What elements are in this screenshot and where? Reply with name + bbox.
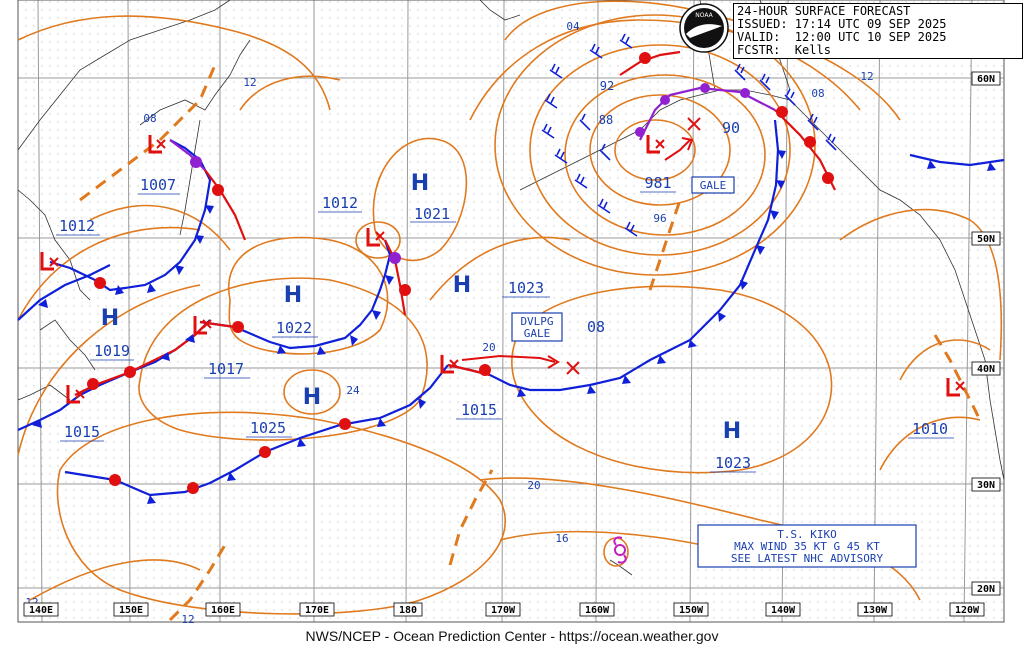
svg-text:130W: 130W bbox=[863, 605, 888, 616]
warm-front-pips bbox=[87, 52, 834, 494]
svg-text:160W: 160W bbox=[585, 605, 610, 616]
developing-gale-box: DVLPG GALE bbox=[511, 312, 563, 342]
low-centers bbox=[40, 117, 965, 404]
forecast-header: 24-HOUR SURFACE FORECAST ISSUED: 17:14 U… bbox=[733, 3, 1023, 59]
latitude-labels: 60N 50N 40N 30N 20N bbox=[971, 71, 1001, 596]
longitude-labels: 140E 150E 160E 170E 180 170W 160W 150W 1… bbox=[23, 602, 985, 617]
svg-text:60N: 60N bbox=[977, 74, 995, 85]
cold-front-pips bbox=[32, 150, 996, 504]
svg-text:SEE LATEST NHC ADVISORY: SEE LATEST NHC ADVISORY bbox=[731, 552, 884, 565]
header-title: 24-HOUR SURFACE FORECAST bbox=[737, 4, 911, 18]
isobar-label: 20 bbox=[527, 479, 540, 492]
pressure-value: 1017 bbox=[208, 360, 244, 378]
high-letter: H bbox=[303, 385, 321, 410]
isobar-label: 12 bbox=[860, 70, 873, 83]
isobar-label: 12 bbox=[243, 76, 256, 89]
svg-text:40N: 40N bbox=[977, 364, 995, 375]
svg-text:170W: 170W bbox=[491, 605, 516, 616]
header-forecaster: FCSTR: Kells bbox=[737, 43, 831, 57]
isobar-labels: 04 12 08 92 88 90 96 12 08 20 08 20 16 1… bbox=[25, 20, 873, 626]
isobar-label: 12 bbox=[181, 613, 194, 626]
kiko-advisory-box: T.S. KIKO MAX WIND 35 KT G 45 KT SEE LAT… bbox=[697, 524, 917, 568]
pressure-values: 1021 1022 1019 1023 1023 24 1007 1012 10… bbox=[59, 174, 948, 472]
high-pressure-centers: H H H H H H bbox=[101, 171, 741, 444]
svg-text:DVLPG: DVLPG bbox=[520, 315, 553, 328]
svg-text:180: 180 bbox=[399, 605, 417, 616]
svg-text:140W: 140W bbox=[771, 605, 796, 616]
svg-text:30N: 30N bbox=[977, 480, 995, 491]
isobar-label: 20 bbox=[482, 341, 495, 354]
pressure-value: 1012 bbox=[59, 217, 95, 235]
high-letter: H bbox=[101, 306, 119, 331]
isobar-label: 04 bbox=[566, 20, 580, 33]
coastlines bbox=[17, 0, 1005, 576]
high-letter: H bbox=[411, 171, 429, 196]
gale-box: GALE bbox=[691, 176, 735, 194]
isobar-label: 08 bbox=[587, 318, 605, 336]
tropical-storm-icon bbox=[613, 536, 627, 564]
pressure-value: 1010 bbox=[912, 420, 948, 438]
pressure-value: 1022 bbox=[276, 319, 312, 337]
high-letter: H bbox=[723, 419, 741, 444]
pressure-value: 981 bbox=[644, 174, 671, 192]
isobar-label: 16 bbox=[555, 532, 568, 545]
isobar-label: 92 bbox=[600, 79, 614, 93]
svg-text:GALE: GALE bbox=[700, 179, 727, 192]
svg-text:160E: 160E bbox=[211, 605, 235, 616]
pressure-value: 1012 bbox=[322, 194, 358, 212]
svg-text:20N: 20N bbox=[977, 584, 995, 595]
occluded-front-pips bbox=[190, 83, 750, 264]
svg-text:140E: 140E bbox=[29, 605, 53, 616]
svg-text:GALE: GALE bbox=[524, 327, 551, 340]
header-issued: ISSUED: 17:14 UTC 09 SEP 2025 bbox=[737, 17, 947, 31]
pressure-value-1025: 1025 bbox=[250, 419, 286, 437]
pressure-value: 24 bbox=[346, 384, 360, 397]
pressure-value: 1023 bbox=[508, 279, 544, 297]
pressure-value: 1015 bbox=[461, 401, 497, 419]
high-letter: H bbox=[284, 283, 302, 308]
noaa-logo-text: NOAA bbox=[695, 12, 713, 19]
svg-text:150E: 150E bbox=[119, 605, 143, 616]
isobar-label: 08 bbox=[811, 87, 824, 100]
header-valid: VALID: 12:00 UTC 10 SEP 2025 bbox=[737, 30, 947, 44]
isobar-label: 96 bbox=[653, 212, 666, 225]
pressure-value: 1015 bbox=[64, 423, 100, 441]
svg-text:T.S. KIKO: T.S. KIKO bbox=[777, 528, 837, 541]
svg-text:150W: 150W bbox=[679, 605, 704, 616]
pressure-value: 1021 bbox=[414, 205, 450, 223]
isobar-label: 88 bbox=[599, 113, 613, 127]
isobar-label: 90 bbox=[722, 119, 740, 137]
pressure-value: 1007 bbox=[140, 176, 176, 194]
svg-text:MAX WIND 35 KT G 45 KT: MAX WIND 35 KT G 45 KT bbox=[734, 540, 880, 553]
pressure-value: 1019 bbox=[94, 342, 130, 360]
svg-text:120W: 120W bbox=[955, 605, 980, 616]
svg-text:170E: 170E bbox=[305, 605, 329, 616]
high-letter: H bbox=[453, 273, 471, 298]
troughs bbox=[79, 64, 982, 622]
noaa-logo: NOAA bbox=[679, 3, 729, 53]
pressure-value: 1023 bbox=[715, 454, 751, 472]
svg-text:50N: 50N bbox=[977, 234, 995, 245]
wind-barbs bbox=[541, 33, 837, 237]
isobar-label: 08 bbox=[143, 112, 156, 125]
low-tracks bbox=[461, 137, 694, 369]
footer-credit: NWS/NCEP - Ocean Prediction Center - htt… bbox=[305, 628, 719, 644]
